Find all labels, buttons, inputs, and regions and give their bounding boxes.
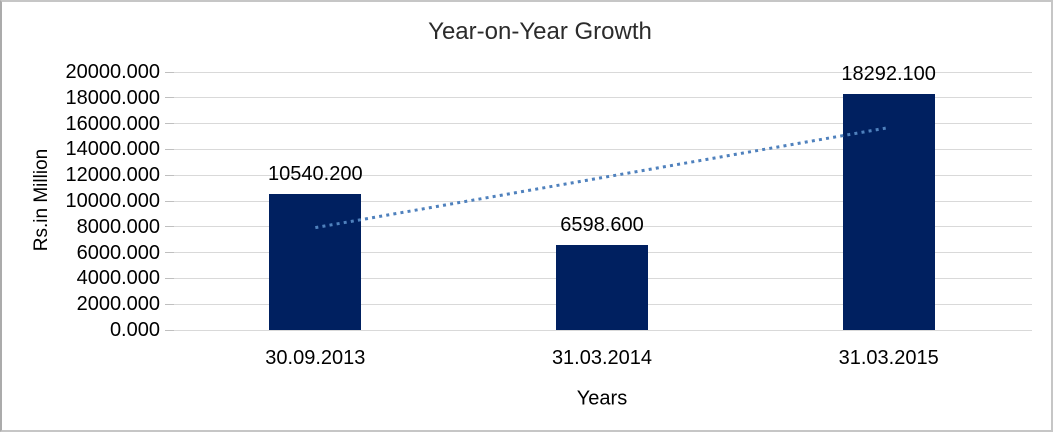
bar	[269, 194, 362, 330]
chart-title: Year-on-Year Growth	[428, 18, 652, 45]
y-axis-tick	[165, 71, 174, 73]
y-axis-tick-label: 20000.000	[65, 61, 160, 83]
y-axis-tick	[165, 148, 174, 150]
bar	[556, 244, 648, 330]
x-axis-tick-label: 31.03.2015	[838, 347, 939, 369]
y-axis-tick-label: 10000.000	[65, 190, 160, 212]
y-axis-tick-label: 2000.000	[76, 293, 160, 316]
bar	[842, 94, 935, 330]
y-axis-tick-label: 14000.000	[65, 138, 160, 161]
x-axis-tick-label: 30.09.2013	[265, 347, 366, 369]
y-axis-tick	[165, 226, 174, 228]
bar-data-label: 18292.100	[841, 63, 936, 86]
gridline	[172, 97, 1032, 99]
gridline	[172, 329, 1032, 331]
y-axis-tick-label: 0.000	[109, 319, 160, 341]
bar-data-label: 10540.200	[268, 163, 363, 186]
y-axis-tick	[165, 174, 174, 176]
y-axis-tick-label: 6000.000	[76, 241, 160, 264]
y-axis-tick	[165, 200, 174, 202]
y-axis-tick	[165, 252, 174, 254]
x-axis-title: Years	[576, 387, 628, 410]
gridline	[172, 123, 1032, 125]
bar-data-label: 6598.600	[560, 213, 644, 236]
y-axis-tick-label: 8000.000	[76, 215, 160, 238]
gridline	[172, 71, 1032, 73]
y-axis-tick	[165, 97, 174, 99]
y-axis-tick	[165, 329, 174, 331]
y-axis-tick-label: 12000.000	[65, 164, 160, 187]
y-axis-tick	[165, 303, 174, 305]
y-axis-tick-label: 16000.000	[65, 112, 160, 135]
y-axis-tick	[165, 123, 174, 125]
x-axis-tick-label: 31.03.2014	[551, 347, 653, 369]
y-axis-tick-label: 4000.000	[76, 267, 160, 290]
y-axis-tick-label: 18000.000	[65, 86, 160, 109]
y-axis-tick	[165, 277, 174, 279]
